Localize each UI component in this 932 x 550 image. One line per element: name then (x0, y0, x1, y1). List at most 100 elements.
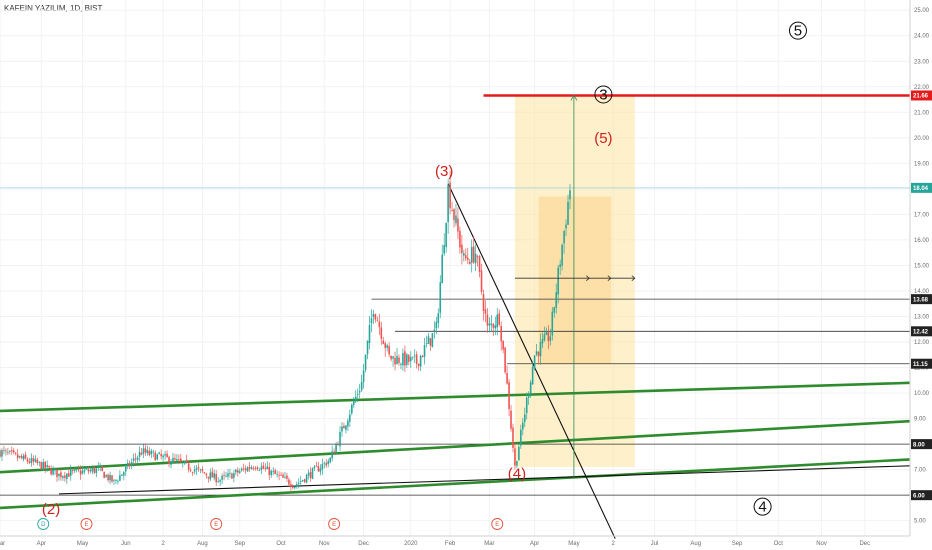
candle-body (117, 480, 119, 482)
candle-body (95, 468, 98, 473)
candle-body (60, 472, 62, 478)
candle-body (378, 321, 381, 328)
price-label-tag (911, 90, 932, 101)
candle-body (288, 479, 290, 485)
candle-body (549, 336, 552, 341)
grid (0, 0, 910, 536)
candle-body (427, 336, 430, 344)
candle-body (46, 465, 48, 467)
candle-body (278, 474, 280, 476)
candle-body (476, 256, 479, 258)
candle-body (370, 318, 373, 324)
candle-body (150, 450, 153, 455)
time-tick-label: Apr (530, 541, 539, 547)
event-marker (210, 518, 223, 530)
candle-body (126, 462, 129, 466)
candle-body (518, 446, 520, 461)
candle-body (223, 475, 225, 476)
candle-body (345, 425, 347, 430)
candle-body (119, 475, 121, 481)
candle-body (215, 474, 217, 483)
candle-body (362, 370, 365, 383)
candle-body (276, 473, 278, 475)
candle-body (461, 244, 463, 254)
candle-body (319, 468, 322, 472)
candle-body (520, 429, 522, 446)
candle-body (40, 462, 43, 470)
candle-body (569, 190, 571, 200)
candle-body (472, 246, 475, 263)
trend-line (0, 381, 911, 413)
candle-body (166, 453, 168, 458)
candle-body (124, 466, 127, 472)
price-axis (910, 0, 932, 550)
candle-body (144, 448, 147, 453)
price-tick-label: 19.00 (914, 161, 930, 167)
event-marker-label: E (495, 522, 499, 528)
wave-label: 4 (758, 499, 766, 516)
candle-body (30, 458, 33, 464)
candle-body (488, 323, 491, 326)
candle-body (396, 356, 398, 365)
candle-body (132, 458, 135, 462)
time-arrow-head (607, 275, 612, 282)
candle-body (191, 472, 194, 473)
price-tick-label: 22.00 (914, 85, 930, 91)
candle-body (303, 479, 306, 482)
candle-body (9, 450, 11, 452)
candle-body (294, 486, 296, 488)
candle-body (480, 270, 483, 292)
candle-body (67, 473, 70, 477)
candle-body (123, 472, 125, 476)
candle-body (388, 346, 390, 355)
candle-body (443, 245, 445, 254)
price-tick-label: 16.00 (914, 238, 930, 244)
candle-body (341, 426, 343, 432)
candle-body (466, 257, 469, 260)
price-tick-label: 12.00 (914, 340, 930, 346)
candle-body (0, 450, 1, 457)
time-tick-label: Feb (445, 541, 456, 547)
price-tick-label: 20.00 (914, 136, 930, 142)
candle-body (423, 345, 426, 357)
candle-body (79, 470, 82, 475)
wave-label: 5 (794, 23, 802, 40)
time-tick-label: Aug (197, 541, 208, 547)
event-marker-label: E (214, 522, 218, 528)
candle-body (211, 471, 214, 478)
candle-body (439, 282, 442, 313)
candle-body (52, 469, 54, 475)
candle-body (537, 351, 540, 357)
candle-body (331, 451, 333, 459)
time-tick-label: Dec (358, 541, 369, 547)
candle-body (366, 340, 369, 355)
candle-body (258, 470, 261, 471)
candle-body (453, 209, 455, 221)
price-label-text: 6.00 (913, 493, 925, 499)
candle-body (409, 357, 412, 362)
candle-body (441, 254, 444, 284)
candle-body (282, 474, 284, 478)
price-tick-label: 24.00 (914, 34, 930, 40)
candle-body (128, 463, 131, 467)
candle-body (299, 481, 302, 482)
candle-body (136, 457, 139, 461)
candle-body (386, 345, 388, 348)
candle-body (148, 450, 151, 456)
event-marker-label: E (332, 522, 336, 528)
candle-body (38, 461, 41, 463)
candle-body (195, 468, 198, 470)
candle-body (199, 469, 202, 470)
trend-line (58, 465, 911, 495)
candle-body (533, 355, 536, 369)
price-label-tag (911, 182, 932, 193)
candle-body (7, 451, 9, 453)
candle-body (22, 455, 25, 460)
candle-body (508, 382, 510, 410)
event-marker (328, 518, 341, 530)
candle-body (356, 394, 359, 396)
candle-body (417, 363, 420, 367)
time-tick-label: Jul (651, 541, 659, 547)
candle-body (252, 468, 255, 470)
